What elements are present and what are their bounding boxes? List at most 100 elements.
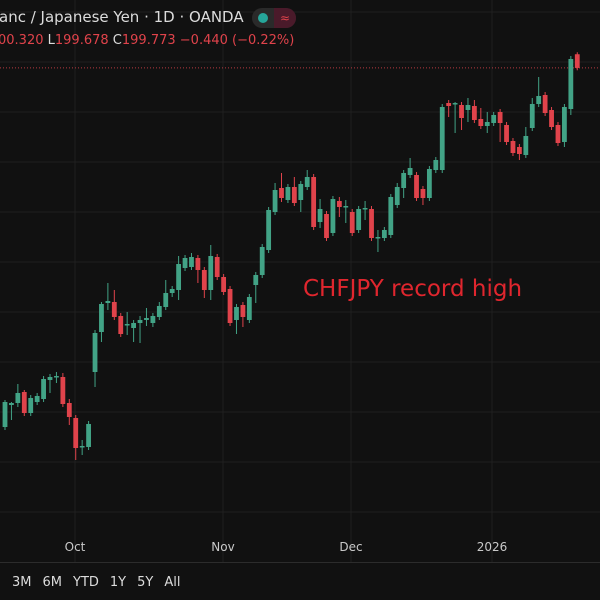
open-value: 00.320 <box>0 33 44 48</box>
candle-down <box>504 125 509 142</box>
close-value: 199.773 <box>121 33 176 48</box>
candle-down <box>420 189 426 198</box>
ohlc-readout: 00.320 L199.678 C199.773 −0.440 (−0.22%) <box>0 33 294 48</box>
candle-down <box>517 147 522 154</box>
candle-down <box>555 125 561 143</box>
candle-up <box>491 115 497 123</box>
candle-up <box>401 173 407 188</box>
candle-up <box>41 379 46 399</box>
candle-down <box>201 270 207 290</box>
candle-up <box>394 187 400 205</box>
candle-down <box>414 175 419 198</box>
candle-up <box>484 122 490 126</box>
low-label: L <box>47 33 55 48</box>
candle-down <box>459 105 464 118</box>
candle-up <box>259 247 265 275</box>
candle-down <box>549 110 554 127</box>
range-6m-button[interactable]: 6M <box>42 575 63 590</box>
candle-up <box>156 306 162 317</box>
candle-up <box>34 396 40 402</box>
candle-up <box>79 446 85 448</box>
candle-up <box>99 304 104 332</box>
candle-down <box>471 106 477 120</box>
candle-up <box>536 96 542 104</box>
candle-down <box>66 403 72 417</box>
candle-up <box>407 168 413 175</box>
candle-down <box>73 418 79 448</box>
candle-up <box>2 402 8 427</box>
market-status-toggle[interactable]: ≈ <box>252 8 296 28</box>
range-1y-button[interactable]: 1Y <box>109 575 127 590</box>
candle-up <box>163 293 169 307</box>
candle-down <box>240 305 246 317</box>
candle-up <box>304 177 310 187</box>
candle-down <box>349 212 355 233</box>
candle-up <box>176 264 182 290</box>
candle-up <box>439 107 445 170</box>
candle-up <box>124 324 130 326</box>
candle-up <box>317 209 323 222</box>
candle-down <box>118 316 124 334</box>
candle-down <box>279 188 284 198</box>
candle-down <box>369 209 374 238</box>
candle-down <box>291 187 297 203</box>
candle-up <box>452 103 458 105</box>
candle-up <box>208 256 214 290</box>
candle-down <box>574 54 580 68</box>
range-all-button[interactable]: All <box>164 575 181 590</box>
time-axis-divider <box>0 562 600 563</box>
x-tick-dec: Dec <box>339 540 363 554</box>
candle-down <box>227 289 233 323</box>
candle-up <box>144 318 149 320</box>
candle-down <box>478 119 484 126</box>
range-5y-button[interactable]: 5Y <box>137 575 154 590</box>
x-tick-nov: Nov <box>211 540 235 554</box>
candle-down <box>336 201 342 207</box>
candle-up <box>169 289 175 293</box>
candle-up <box>529 104 535 128</box>
candle-down <box>324 214 329 238</box>
candle-up <box>343 206 349 208</box>
candle-up <box>433 160 439 170</box>
candle-up <box>246 297 252 320</box>
low-value: 199.678 <box>54 33 109 48</box>
candle-up <box>562 107 567 142</box>
market-open-dot-icon <box>258 13 268 23</box>
close-label: C <box>112 33 122 48</box>
range-3m-button[interactable]: 3M <box>12 575 32 590</box>
candle-down <box>542 95 548 113</box>
candle-down <box>111 302 117 317</box>
candle-up <box>54 376 59 378</box>
change-value: −0.440 (−0.22%) <box>179 33 295 48</box>
candle-up <box>105 301 111 303</box>
candle-up <box>285 187 291 200</box>
candle-up <box>15 393 21 403</box>
range-selector: 3M 6M YTD 1Y 5Y All <box>12 575 180 590</box>
candle-up <box>381 230 387 238</box>
candle-down <box>311 177 317 227</box>
wave-icon: ≈ <box>274 8 296 28</box>
candle-up <box>137 320 143 323</box>
candle-up <box>568 59 574 109</box>
candle-down <box>214 257 220 277</box>
candle-down <box>446 103 452 106</box>
candle-up <box>234 307 239 320</box>
x-tick-2026: 2026 <box>476 540 508 554</box>
candle-up <box>426 169 432 198</box>
candle-up <box>388 197 394 235</box>
chart-annotation: CHFJPY record high <box>303 276 523 302</box>
candlestick-chart[interactable] <box>0 0 600 562</box>
candle-down <box>21 392 27 413</box>
candle-up <box>189 257 194 267</box>
candle-up <box>131 323 136 328</box>
candle-up <box>150 316 156 323</box>
candle-up <box>330 199 336 233</box>
candle-up <box>253 275 259 285</box>
range-ytd-button[interactable]: YTD <box>73 575 99 590</box>
candle-up <box>182 258 188 268</box>
candle-up <box>28 398 34 413</box>
candle-up <box>92 333 98 372</box>
symbol-title: anc / Japanese Yen · 1D · OANDA <box>0 8 244 26</box>
x-tick-oct: Oct <box>64 540 86 554</box>
candle-up <box>266 210 272 250</box>
